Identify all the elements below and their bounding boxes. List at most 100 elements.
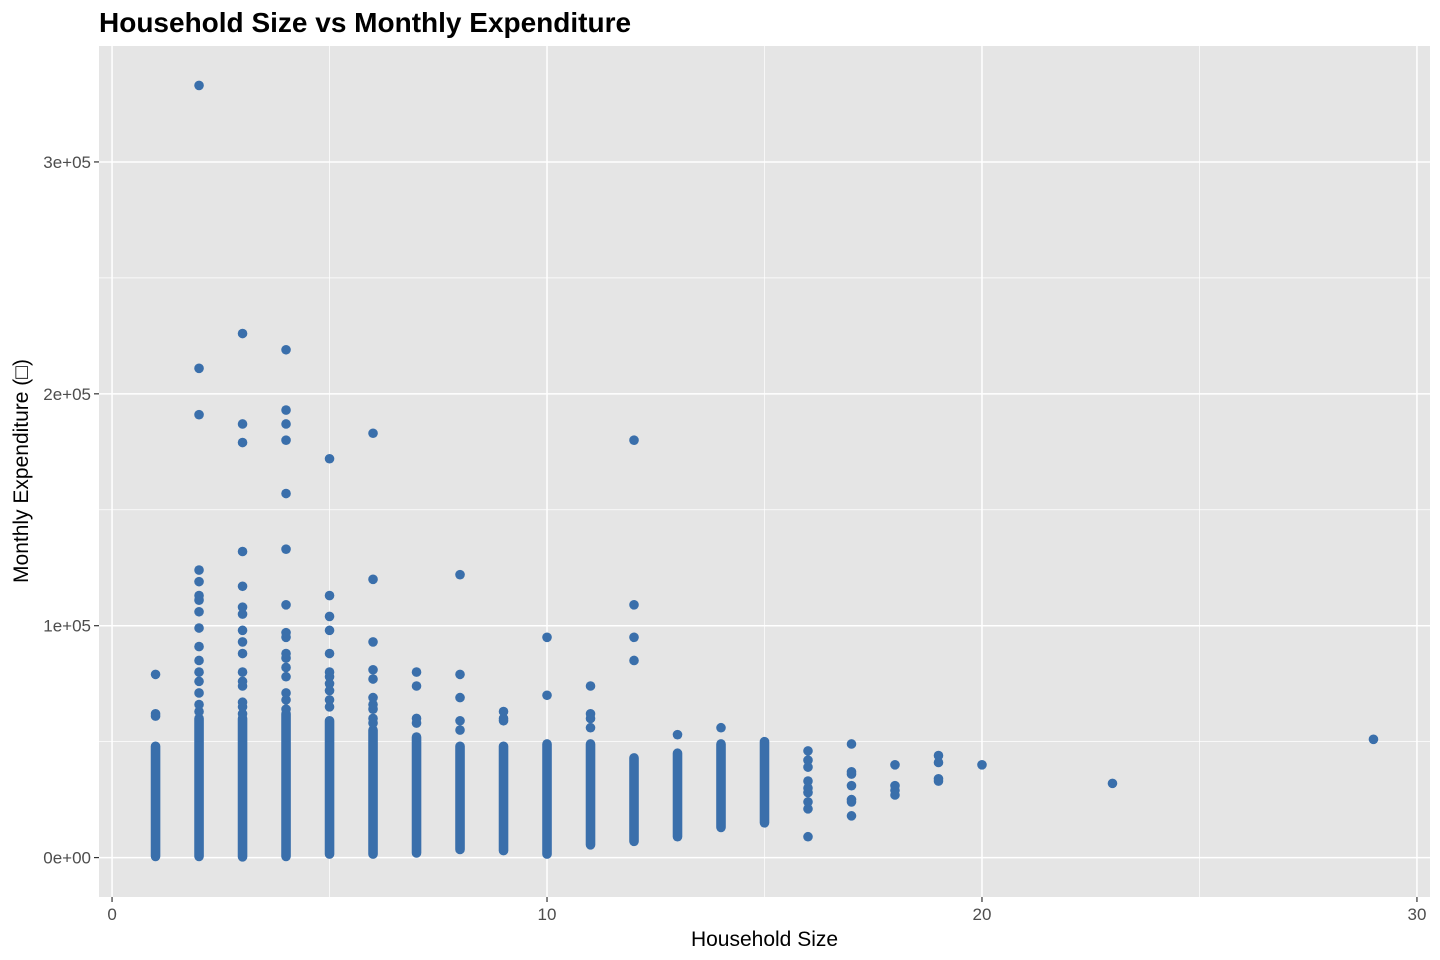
data-point <box>324 611 335 622</box>
data-point <box>237 609 248 619</box>
data-point <box>846 766 857 777</box>
data-point <box>803 783 813 793</box>
x-tick-label: 0 <box>107 905 116 924</box>
data-point <box>890 760 900 770</box>
data-point <box>368 428 378 439</box>
data-point <box>324 667 335 677</box>
data-point <box>194 641 204 652</box>
data-point <box>585 681 596 691</box>
y-tick-label: 1e+05 <box>43 617 91 636</box>
data-point <box>194 576 204 587</box>
y-tick-label: 3e+05 <box>43 153 91 172</box>
data-point <box>324 625 335 636</box>
data-point <box>281 695 291 705</box>
data-point <box>281 544 291 554</box>
data-point <box>194 676 204 687</box>
data-point <box>803 797 813 807</box>
data-point <box>629 655 639 666</box>
data-point <box>194 706 204 717</box>
data-point <box>281 488 291 499</box>
data-point <box>498 706 509 717</box>
data-point <box>194 688 204 698</box>
data-point <box>368 692 378 703</box>
data-point <box>455 692 465 703</box>
data-point <box>716 722 726 733</box>
data-point <box>324 678 335 689</box>
data-point <box>194 699 204 710</box>
data-point <box>194 80 204 91</box>
data-points <box>150 80 1379 862</box>
data-point <box>933 757 944 768</box>
data-point <box>368 674 378 684</box>
data-point <box>237 602 248 612</box>
data-point <box>542 690 552 701</box>
data-point <box>368 699 378 710</box>
data-point <box>455 669 465 680</box>
data-point <box>237 437 248 448</box>
x-tick-label: 10 <box>538 905 557 924</box>
data-point <box>237 648 248 659</box>
data-point <box>281 627 291 638</box>
data-point <box>237 328 248 339</box>
chart-title: Household Size vs Monthly Expenditure <box>99 7 631 38</box>
data-point <box>324 685 335 696</box>
data-point <box>281 405 291 415</box>
data-point <box>281 688 291 698</box>
data-point <box>411 667 422 677</box>
data-point <box>194 655 204 666</box>
x-axis-title: Household Size <box>691 928 838 951</box>
data-point <box>977 760 987 770</box>
data-point <box>629 435 639 445</box>
data-point <box>150 669 161 680</box>
data-point <box>803 755 813 765</box>
data-point <box>194 606 204 617</box>
data-point <box>411 713 422 724</box>
data-point <box>455 715 465 726</box>
data-point <box>237 419 248 429</box>
data-point <box>237 581 248 592</box>
data-point <box>803 804 813 814</box>
y-axis: 0e+00 1e+05 2e+05 3e+05 <box>43 153 99 868</box>
data-point <box>281 419 291 429</box>
data-point <box>629 632 639 643</box>
data-point <box>1107 778 1118 789</box>
data-point <box>194 363 204 374</box>
data-point <box>498 713 509 724</box>
data-point <box>803 831 813 842</box>
y-tick-label: 0e+00 <box>43 849 91 868</box>
data-point <box>281 344 291 355</box>
data-point <box>542 632 552 643</box>
data-point <box>281 671 291 682</box>
data-point <box>237 667 248 677</box>
data-point <box>803 746 813 756</box>
data-point <box>194 565 204 575</box>
data-point <box>194 409 204 420</box>
data-point <box>368 713 378 724</box>
x-axis: 0 10 20 30 <box>107 897 1426 924</box>
data-point <box>281 648 291 659</box>
data-point <box>1368 734 1379 745</box>
data-point <box>411 681 422 691</box>
data-point <box>672 729 683 740</box>
data-point <box>237 637 248 647</box>
data-point <box>368 637 378 647</box>
data-point <box>237 676 248 687</box>
data-point <box>846 794 857 805</box>
data-point <box>237 546 248 557</box>
data-point <box>324 695 335 705</box>
data-point <box>846 739 857 749</box>
data-point <box>846 811 857 821</box>
data-point <box>324 702 335 712</box>
data-point <box>194 623 204 633</box>
data-point <box>324 453 335 464</box>
data-point <box>324 590 335 601</box>
data-point <box>455 725 465 735</box>
data-point <box>933 750 944 761</box>
data-point <box>281 704 291 714</box>
data-point <box>803 762 813 772</box>
major-gridlines <box>99 46 1430 897</box>
data-point <box>890 780 900 791</box>
data-point <box>194 667 204 677</box>
data-point <box>150 709 161 719</box>
